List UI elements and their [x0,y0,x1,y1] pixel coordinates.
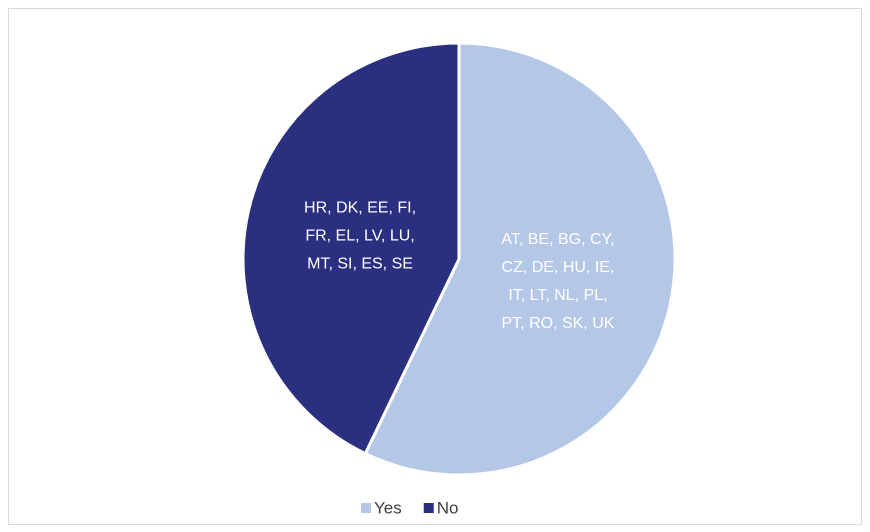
slice-label: MT, SI, ES, SE [307,256,413,273]
legend-label: Yes [374,498,402,517]
slice-label: HR, DK, EE, FI, [304,200,416,217]
slice-label: AT, BE, BG, CY, [501,231,614,248]
slice-label: IT, LT, NL, PL, [508,287,607,304]
slice-label: PT, RO, SK, UK [502,315,615,332]
legend-swatch [423,503,434,513]
slice-label: CZ, DE, HU, IE, [502,259,615,276]
legend-label: No [437,498,459,517]
slice-label: FR, EL, LV, LU, [305,228,414,245]
pie-slice [241,41,461,456]
legend-swatch [361,503,371,513]
pie-slice [363,41,677,477]
